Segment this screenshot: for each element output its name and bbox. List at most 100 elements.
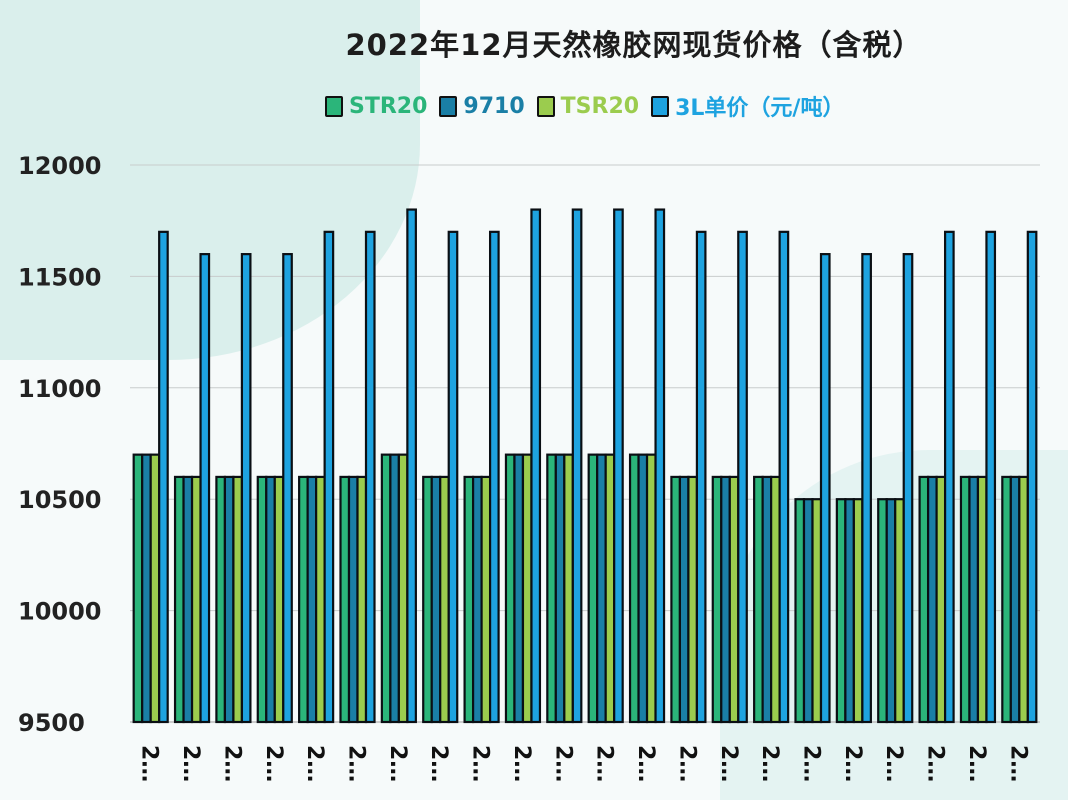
bar-tsr20 <box>1018 475 1029 724</box>
bar-str20 <box>173 475 185 724</box>
bar-str20 <box>380 453 392 724</box>
bar-9710 <box>926 475 938 724</box>
bar-str20 <box>546 453 557 724</box>
bar-tsr20 <box>852 498 864 724</box>
bar-3l <box>778 230 790 724</box>
bar-9710 <box>265 475 276 724</box>
bar-tsr20 <box>728 475 740 724</box>
bar-3l <box>571 208 583 724</box>
x-tick-label: 2… <box>674 745 699 782</box>
y-tick-label: 10500 <box>18 486 102 514</box>
x-tick-label: 2… <box>385 745 410 782</box>
legend: STR20 9710 TSR20 3L单价（元/吨） <box>325 90 844 122</box>
legend-swatch <box>651 95 670 117</box>
y-tick-label: 9500 <box>18 709 85 737</box>
y-tick-label: 11000 <box>18 375 102 403</box>
bar-3l <box>530 208 542 724</box>
x-tick-label: 2… <box>178 745 203 782</box>
legend-label: 3L单价（元/吨） <box>675 96 845 121</box>
x-tick-label: 2… <box>881 745 906 782</box>
bar-str20 <box>256 475 268 724</box>
bar-3l <box>737 230 748 724</box>
legend-item[interactable]: 3L单价（元/吨） <box>651 90 844 122</box>
bar-str20 <box>959 475 971 724</box>
bar-9710 <box>844 498 855 724</box>
bar-3l <box>323 230 335 724</box>
x-tick-label: 2… <box>344 745 369 782</box>
legend-swatch <box>536 95 555 117</box>
bar-9710 <box>389 453 400 724</box>
bar-9710 <box>471 475 483 724</box>
bar-9710 <box>720 475 731 724</box>
bar-str20 <box>587 453 599 724</box>
x-tick-label: 2… <box>757 745 782 782</box>
x-tick-label: 2… <box>509 745 534 782</box>
bar-str20 <box>422 475 433 724</box>
bar-3l <box>282 253 293 724</box>
legend-item[interactable]: 9710 <box>439 93 525 119</box>
legend-swatch <box>439 95 458 117</box>
bar-tsr20 <box>935 475 947 724</box>
bar-tsr20 <box>976 475 988 724</box>
y-tick-label: 10000 <box>18 598 102 626</box>
bar-3l <box>199 253 211 724</box>
y-tick-label: 11500 <box>18 263 102 291</box>
bar-tsr20 <box>563 453 574 724</box>
bar-9710 <box>141 453 152 724</box>
bar-tsr20 <box>315 475 326 724</box>
bar-9710 <box>678 475 690 724</box>
chart-title: 2022年12月天然橡胶网现货价格（含税） <box>345 28 923 62</box>
bar-3l <box>1026 230 1038 724</box>
x-tick-label: 2… <box>468 745 493 782</box>
bar-3l <box>240 253 252 724</box>
x-tick-label: 2… <box>592 745 617 782</box>
bar-3l <box>654 208 666 724</box>
x-tick-label: 2… <box>799 745 824 782</box>
bar-tsr20 <box>521 453 533 724</box>
legend-item[interactable]: TSR20 <box>536 94 639 119</box>
bar-str20 <box>504 453 516 724</box>
bar-str20 <box>711 475 723 724</box>
bar-9710 <box>430 475 442 724</box>
bar-tsr20 <box>894 498 905 724</box>
bar-3l <box>695 230 707 724</box>
bar-9710 <box>182 475 194 724</box>
x-tick-label: 2… <box>840 745 865 782</box>
bar-str20 <box>339 475 351 724</box>
bar-tsr20 <box>439 475 450 724</box>
bar-str20 <box>670 475 682 724</box>
x-tick-label: 2… <box>633 745 658 782</box>
bar-9710 <box>761 475 773 724</box>
x-tick-label: 2… <box>964 745 989 782</box>
x-tick-label: 2… <box>716 745 741 782</box>
bar-tsr20 <box>356 475 368 724</box>
bar-9710 <box>554 453 566 724</box>
x-tick-label: 2… <box>137 745 162 782</box>
legend-label: STR20 <box>349 93 428 119</box>
x-tick-label: 2… <box>923 745 948 782</box>
bar-tsr20 <box>645 453 657 724</box>
x-tick-label: 2… <box>1005 745 1030 782</box>
bar-str20 <box>628 453 640 724</box>
bar-str20 <box>835 498 847 724</box>
legend-swatch <box>325 95 343 117</box>
bar-3l <box>447 230 459 724</box>
bar-str20 <box>215 475 227 724</box>
bar-9710 <box>1009 475 1021 724</box>
bar-str20 <box>918 475 930 724</box>
bar-str20 <box>132 453 144 724</box>
legend-label: 9710 <box>463 93 525 119</box>
bar-str20 <box>877 498 888 724</box>
bar-9710 <box>802 498 814 724</box>
bar-3l <box>902 253 914 724</box>
bar-3l <box>819 253 831 724</box>
bar-tsr20 <box>687 475 699 724</box>
x-tick-label: 2… <box>219 745 244 782</box>
bar-9710 <box>513 453 525 724</box>
x-tick-label: 2… <box>426 745 451 782</box>
bar-tsr20 <box>190 475 202 724</box>
bar-3l <box>613 208 624 724</box>
legend-item[interactable]: STR20 <box>325 94 427 119</box>
bar-str20 <box>298 475 309 724</box>
bar-3l <box>985 230 997 724</box>
